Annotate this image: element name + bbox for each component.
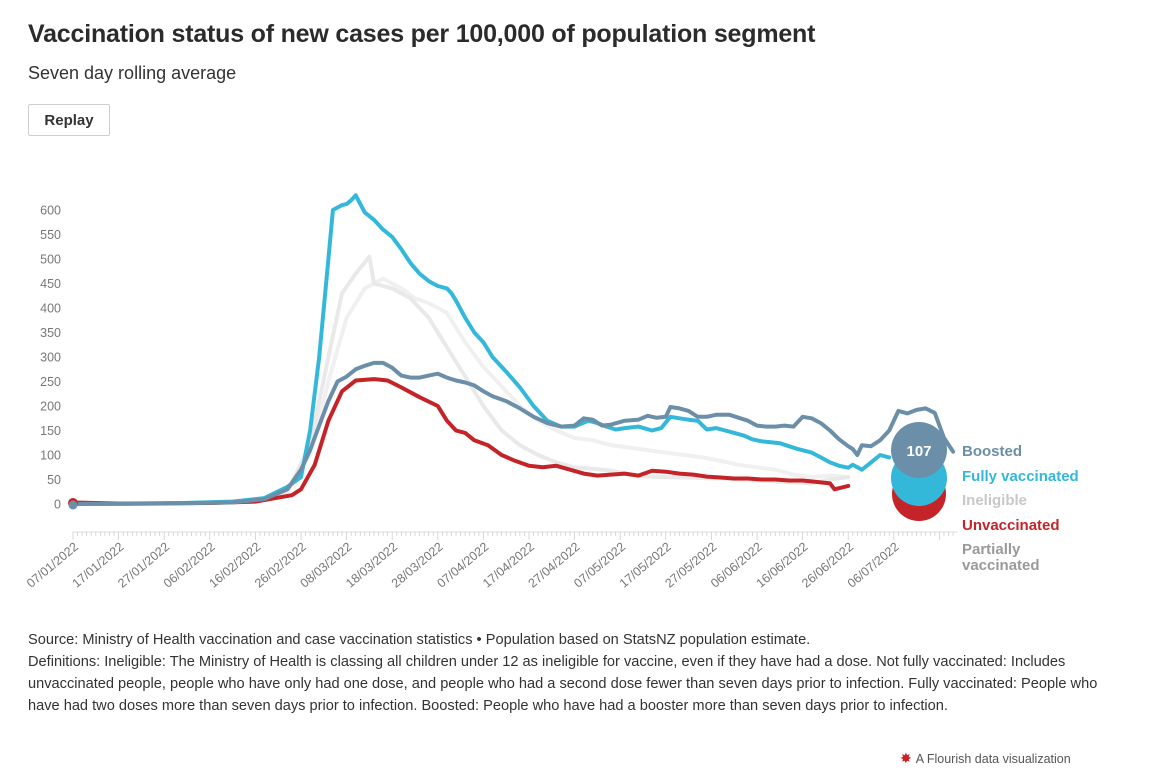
chart-subtitle: Seven day rolling average	[28, 63, 237, 83]
y-tick-label: 450	[40, 277, 61, 291]
legend-label: Ineligible	[962, 492, 1027, 509]
y-tick-label: 150	[40, 424, 61, 438]
series-line-fully-vaccinated	[71, 193, 892, 506]
legend-label: vaccinated	[962, 557, 1040, 574]
y-tick-label: 100	[40, 449, 61, 463]
series-line-boosted	[71, 360, 956, 506]
y-tick-label: 400	[40, 302, 61, 316]
y-tick-label: 300	[40, 351, 61, 365]
legend-label: Fully vaccinated	[962, 468, 1079, 485]
flourish-credit[interactable]: ✸ A Flourish data visualization	[900, 750, 1071, 767]
chart-title: Vaccination status of new cases per 100,…	[28, 20, 816, 48]
y-tick-label: 500	[40, 253, 61, 267]
y-tick-label: 0	[54, 498, 61, 512]
y-tick-label: 250	[40, 375, 61, 389]
y-tick-label: 350	[40, 326, 61, 340]
y-tick-label: 200	[40, 400, 61, 414]
flourish-logo-icon: ✸	[900, 750, 912, 766]
end-markers: 107	[68, 422, 947, 521]
y-tick-label: 550	[40, 228, 61, 242]
replay-button[interactable]: Replay	[28, 104, 110, 136]
legend-label: Partially	[962, 541, 1021, 558]
source-text: Source: Ministry of Health vaccination a…	[28, 632, 811, 648]
series-lines	[71, 193, 956, 506]
y-axis: 0 50 100 150 200 250 300 350 400 450 500 550 600	[40, 204, 61, 512]
start-dot-boosted	[68, 500, 78, 510]
x-axis: 07/01/202217/01/202227/01/202206/02/2022…	[24, 531, 958, 591]
credit-text: A Flourish data visualization	[915, 751, 1071, 766]
line-chart: 0 50 100 150 200 250 300 350 400 450 500 550 600 07/…	[24, 193, 1079, 591]
y-tick-label: 600	[40, 204, 61, 218]
definitions-text: Definitions: Ineligible: The Ministry of…	[28, 654, 1098, 714]
source-note: Source: Ministry of Health vaccination a…	[28, 629, 1108, 717]
end-bubble-boosted	[891, 422, 947, 478]
series-line-unvaccinated	[71, 377, 851, 506]
legend-label: Unvaccinated	[962, 517, 1060, 534]
y-tick-label: 50	[47, 473, 61, 487]
legend-label: Boosted	[962, 443, 1022, 460]
boosted-end-value: 107	[906, 443, 931, 460]
